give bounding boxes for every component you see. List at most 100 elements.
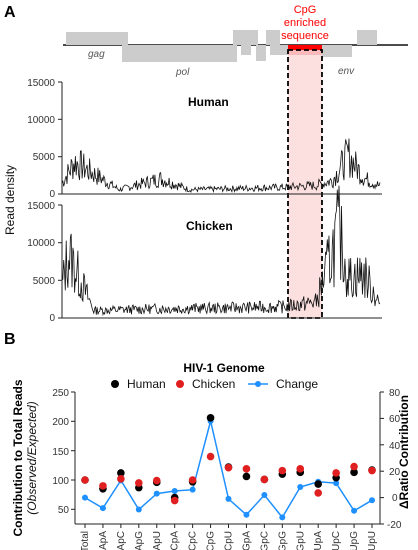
tat-block [256, 45, 266, 61]
legend-chicken-marker [176, 380, 184, 388]
human-plot: 15000 10000 5000 0 Human [27, 78, 382, 200]
b-right-label-20: 20 [389, 467, 401, 478]
chicken-point-cpu [224, 463, 233, 472]
change-point-cpa [171, 488, 178, 494]
panel-a-label: A [4, 4, 16, 21]
cpg-label-line2: enriched [284, 17, 326, 29]
env-block [322, 45, 352, 57]
change-point-upc [333, 480, 340, 487]
genome-map: gag pol env CpG enriched sequence [63, 4, 408, 78]
b-chart-marks: Total ApA ApC ApG ApU CpA CpC CpG CpU GpA GpC GpG Gp… [80, 414, 378, 550]
b-x-label-apg: ApG [134, 531, 145, 550]
change-point-gpa [243, 511, 250, 518]
chicken-point-upg [350, 462, 358, 471]
legend-human-label: Human [127, 377, 166, 391]
b-x-label-apc: ApC [116, 531, 127, 550]
b-x-label-total: Total [80, 531, 91, 550]
legend: Human Chicken Change [111, 377, 318, 391]
gag-block [66, 32, 128, 45]
b-right-label-40: 40 [389, 441, 401, 452]
human-ylabel-10000: 10000 [27, 115, 55, 126]
b-left-label-200: 200 [52, 417, 69, 428]
chicken-point-cpc [188, 476, 197, 484]
chicken-point-total [81, 476, 89, 484]
change-point-gpu [297, 484, 304, 491]
change-point-gpg [279, 514, 286, 521]
b-left-axis-subtitle: (Observed/Expected) [25, 401, 39, 514]
b-right-label-80: 80 [389, 388, 401, 399]
human-trace [61, 138, 381, 193]
chicken-title: Chicken [186, 219, 233, 233]
chicken-point-gpc [260, 475, 269, 484]
pol-block [122, 45, 237, 62]
chicken-point-upu [368, 466, 376, 475]
chicken-trace [61, 185, 381, 317]
human-ylabel-0: 0 [49, 189, 55, 200]
chicken-point-upa [314, 489, 322, 497]
b-right-label-0: 0 [392, 493, 398, 504]
b-left-label-150: 150 [52, 447, 69, 458]
b-x-label-cpu: CpU [224, 531, 235, 550]
change-point-gpc [261, 491, 268, 498]
rev-block [270, 45, 288, 55]
b-x-label-gpc: GpC [259, 531, 270, 550]
human-point-upg [350, 468, 358, 477]
human-point-gpa [242, 472, 251, 481]
chicken-point-gpu [296, 465, 305, 473]
human-title: Human [188, 95, 229, 109]
vif-block [233, 30, 258, 45]
change-point-total [82, 494, 88, 501]
human-point-upa [314, 480, 322, 488]
panel-b-title: HIV-1 Genome [183, 361, 265, 375]
legend-chicken-label: Chicken [192, 377, 235, 391]
panel-b-label: B [4, 331, 16, 348]
b-x-label-apa: ApA [98, 531, 109, 550]
legend-human-marker [111, 380, 119, 388]
b-x-label-cpa: CpA [170, 531, 181, 550]
b-x-label-gpu: GpU [295, 531, 306, 550]
cpg-label-line3: sequence [281, 30, 329, 42]
human-ylabel-5000: 5000 [33, 152, 56, 163]
vpr-block [241, 45, 251, 55]
change-point-apg [135, 506, 142, 513]
b-right-ticks: -20 0 20 40 60 80 [380, 388, 402, 531]
change-point-apa [99, 505, 106, 512]
b-left-label-100: 100 [52, 476, 69, 487]
nef-block [357, 30, 377, 45]
chicken-point-apa [99, 482, 107, 490]
vpu-block [266, 30, 280, 45]
b-left-label-50: 50 [58, 505, 70, 516]
legend-change-label: Change [276, 377, 318, 391]
b-left-label-250: 250 [52, 388, 69, 399]
chicken-point-cpa [170, 496, 179, 505]
cpg-label-line1: CpG [294, 4, 317, 16]
change-point-upg [351, 507, 358, 514]
chicken-point-apu [152, 476, 161, 485]
chicken-ylabel-0: 0 [49, 313, 55, 324]
pol-label: pol [175, 67, 190, 78]
chicken-point-gpg [278, 466, 287, 475]
b-x-label-gpg: GpG [277, 531, 288, 550]
b-right-label-60: 60 [389, 414, 401, 425]
human-point-apc [117, 469, 125, 477]
change-point-apu [153, 490, 160, 497]
b-right-label-m20: -20 [387, 520, 402, 531]
human-ylabel-15000: 15000 [27, 78, 55, 89]
chicken-point-gpa [242, 465, 251, 473]
b-x-label-cpg: CpG [206, 531, 217, 550]
highlight-box [287, 49, 323, 319]
b-x-label-upu: UpU [367, 531, 378, 550]
chicken-point-apg [135, 479, 143, 487]
b-x-label-upg: UpG [349, 531, 360, 550]
change-point-cpu [225, 495, 232, 502]
chicken-plot: 15000 10000 5000 0 Chicken [27, 185, 382, 324]
chicken-point-upc [332, 469, 340, 477]
legend-change-marker [255, 381, 261, 387]
b-x-label-upa: UpA [313, 531, 324, 550]
b-left-axis-title: Contribution to Total Reads [11, 379, 25, 536]
change-point-upu [369, 497, 375, 504]
chicken-ylabel-15000: 15000 [27, 201, 55, 212]
chicken-ylabel-10000: 10000 [27, 238, 55, 249]
chicken-point-cpg [206, 452, 215, 461]
